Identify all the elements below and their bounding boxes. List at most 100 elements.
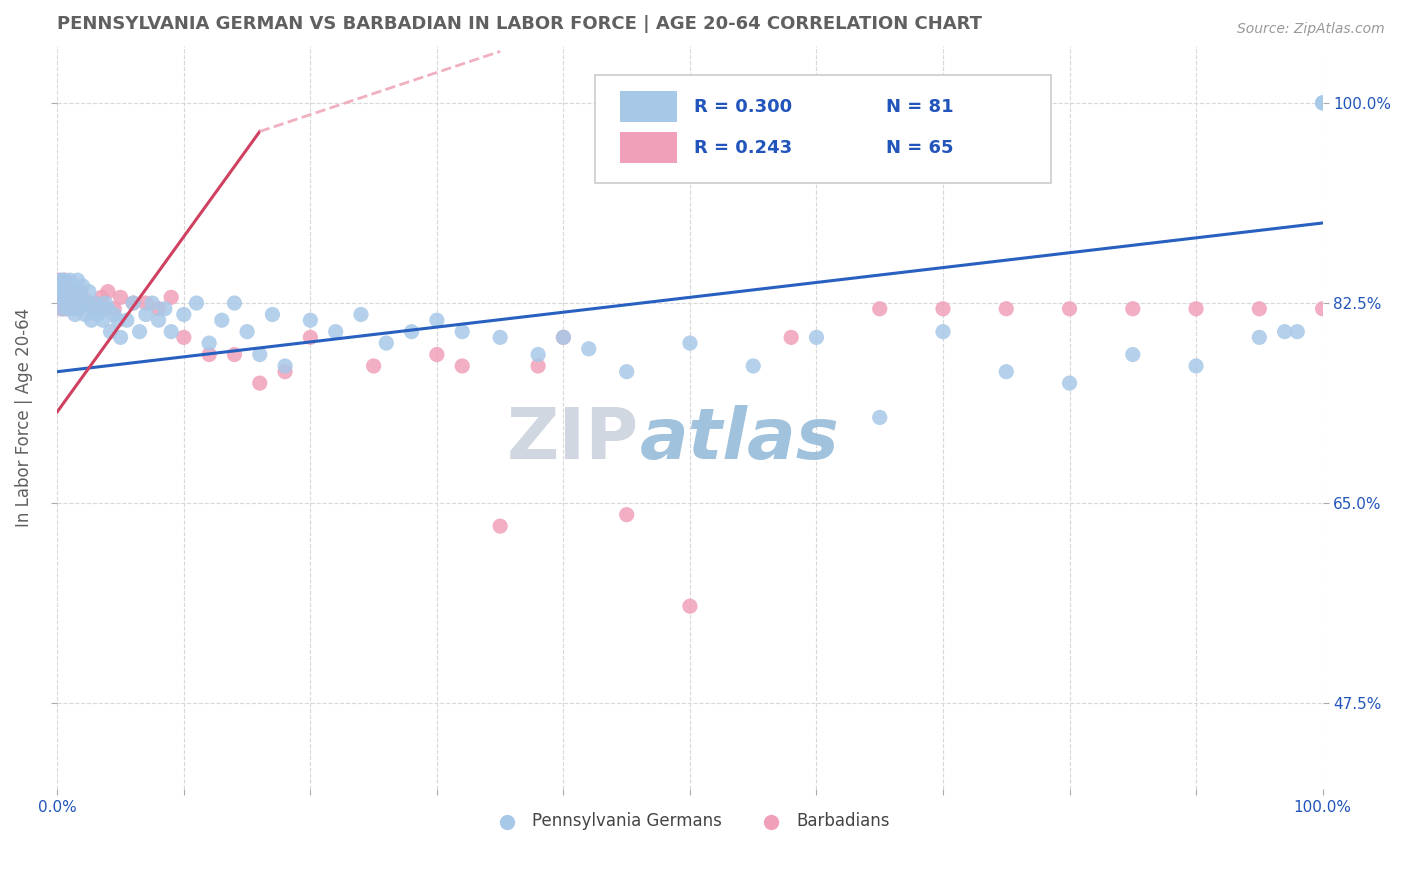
- Point: [72, 296, 94, 310]
- Point: [135, 296, 157, 310]
- Point: [72, 290, 94, 304]
- Point: [1059, 301, 1081, 316]
- Text: ZIP: ZIP: [508, 405, 640, 475]
- Point: [224, 347, 246, 361]
- Point: [110, 290, 132, 304]
- Point: [82, 301, 104, 316]
- Point: [65, 296, 87, 310]
- Point: [49, 290, 72, 304]
- Text: Source: ZipAtlas.com: Source: ZipAtlas.com: [1237, 22, 1385, 37]
- Point: [48, 285, 70, 299]
- Point: [211, 313, 233, 327]
- Point: [51, 285, 73, 299]
- Point: [58, 285, 80, 299]
- Point: [82, 301, 104, 316]
- Point: [1185, 301, 1208, 316]
- Point: [49, 279, 72, 293]
- Point: [1312, 95, 1334, 110]
- Point: [55, 279, 77, 293]
- Point: [153, 301, 176, 316]
- Point: [94, 296, 117, 310]
- Point: [932, 301, 955, 316]
- Point: [91, 313, 114, 327]
- Point: [56, 290, 79, 304]
- Point: [173, 330, 195, 344]
- Point: [87, 301, 110, 316]
- Point: [148, 301, 170, 316]
- Point: [173, 308, 195, 322]
- Point: [52, 285, 75, 299]
- Point: [1274, 325, 1296, 339]
- Point: [66, 273, 89, 287]
- Legend: Pennsylvania Germans, Barbadians: Pennsylvania Germans, Barbadians: [484, 805, 897, 837]
- Point: [59, 273, 82, 287]
- Point: [48, 290, 70, 304]
- Point: [742, 359, 765, 373]
- Point: [53, 273, 76, 287]
- Point: [87, 308, 110, 322]
- Point: [363, 359, 385, 373]
- Point: [53, 290, 76, 304]
- Point: [56, 301, 79, 316]
- Point: [77, 296, 100, 310]
- Text: R = 0.243: R = 0.243: [693, 138, 792, 156]
- Point: [198, 336, 221, 351]
- Point: [110, 330, 132, 344]
- Point: [49, 285, 72, 299]
- Text: atlas: atlas: [640, 405, 839, 475]
- Point: [299, 330, 322, 344]
- Point: [66, 290, 89, 304]
- Point: [1059, 376, 1081, 391]
- Point: [67, 301, 90, 316]
- Point: [932, 325, 955, 339]
- Point: [94, 301, 117, 316]
- Point: [527, 347, 550, 361]
- Point: [90, 290, 112, 304]
- Point: [1249, 330, 1271, 344]
- Point: [107, 313, 129, 327]
- Point: [115, 313, 138, 327]
- Text: N = 81: N = 81: [886, 97, 953, 116]
- Point: [89, 301, 111, 316]
- Text: R = 0.300: R = 0.300: [693, 97, 792, 116]
- Point: [1312, 301, 1334, 316]
- Point: [426, 313, 449, 327]
- Point: [51, 296, 73, 310]
- Point: [49, 296, 72, 310]
- Point: [80, 313, 103, 327]
- Point: [1122, 301, 1144, 316]
- Point: [553, 330, 575, 344]
- Point: [679, 336, 702, 351]
- Point: [616, 365, 638, 379]
- Point: [51, 279, 73, 293]
- Point: [49, 290, 72, 304]
- Point: [103, 301, 125, 316]
- Point: [249, 376, 271, 391]
- Text: PENNSYLVANIA GERMAN VS BARBADIAN IN LABOR FORCE | AGE 20-64 CORRELATION CHART: PENNSYLVANIA GERMAN VS BARBADIAN IN LABO…: [58, 15, 983, 33]
- Point: [325, 325, 347, 339]
- Point: [186, 296, 208, 310]
- Point: [76, 296, 98, 310]
- Point: [869, 301, 891, 316]
- Point: [262, 308, 284, 322]
- Point: [401, 325, 423, 339]
- Point: [51, 301, 73, 316]
- Point: [55, 301, 77, 316]
- Point: [299, 313, 322, 327]
- Point: [274, 365, 297, 379]
- Point: [553, 330, 575, 344]
- Point: [62, 285, 84, 299]
- Point: [62, 301, 84, 316]
- Point: [100, 325, 122, 339]
- FancyBboxPatch shape: [595, 76, 1050, 183]
- Point: [489, 330, 512, 344]
- Point: [350, 308, 373, 322]
- Point: [72, 279, 94, 293]
- Point: [1185, 359, 1208, 373]
- Point: [97, 301, 120, 316]
- Point: [869, 410, 891, 425]
- Point: [69, 285, 91, 299]
- Point: [63, 308, 86, 322]
- Point: [1312, 95, 1334, 110]
- Point: [59, 290, 82, 304]
